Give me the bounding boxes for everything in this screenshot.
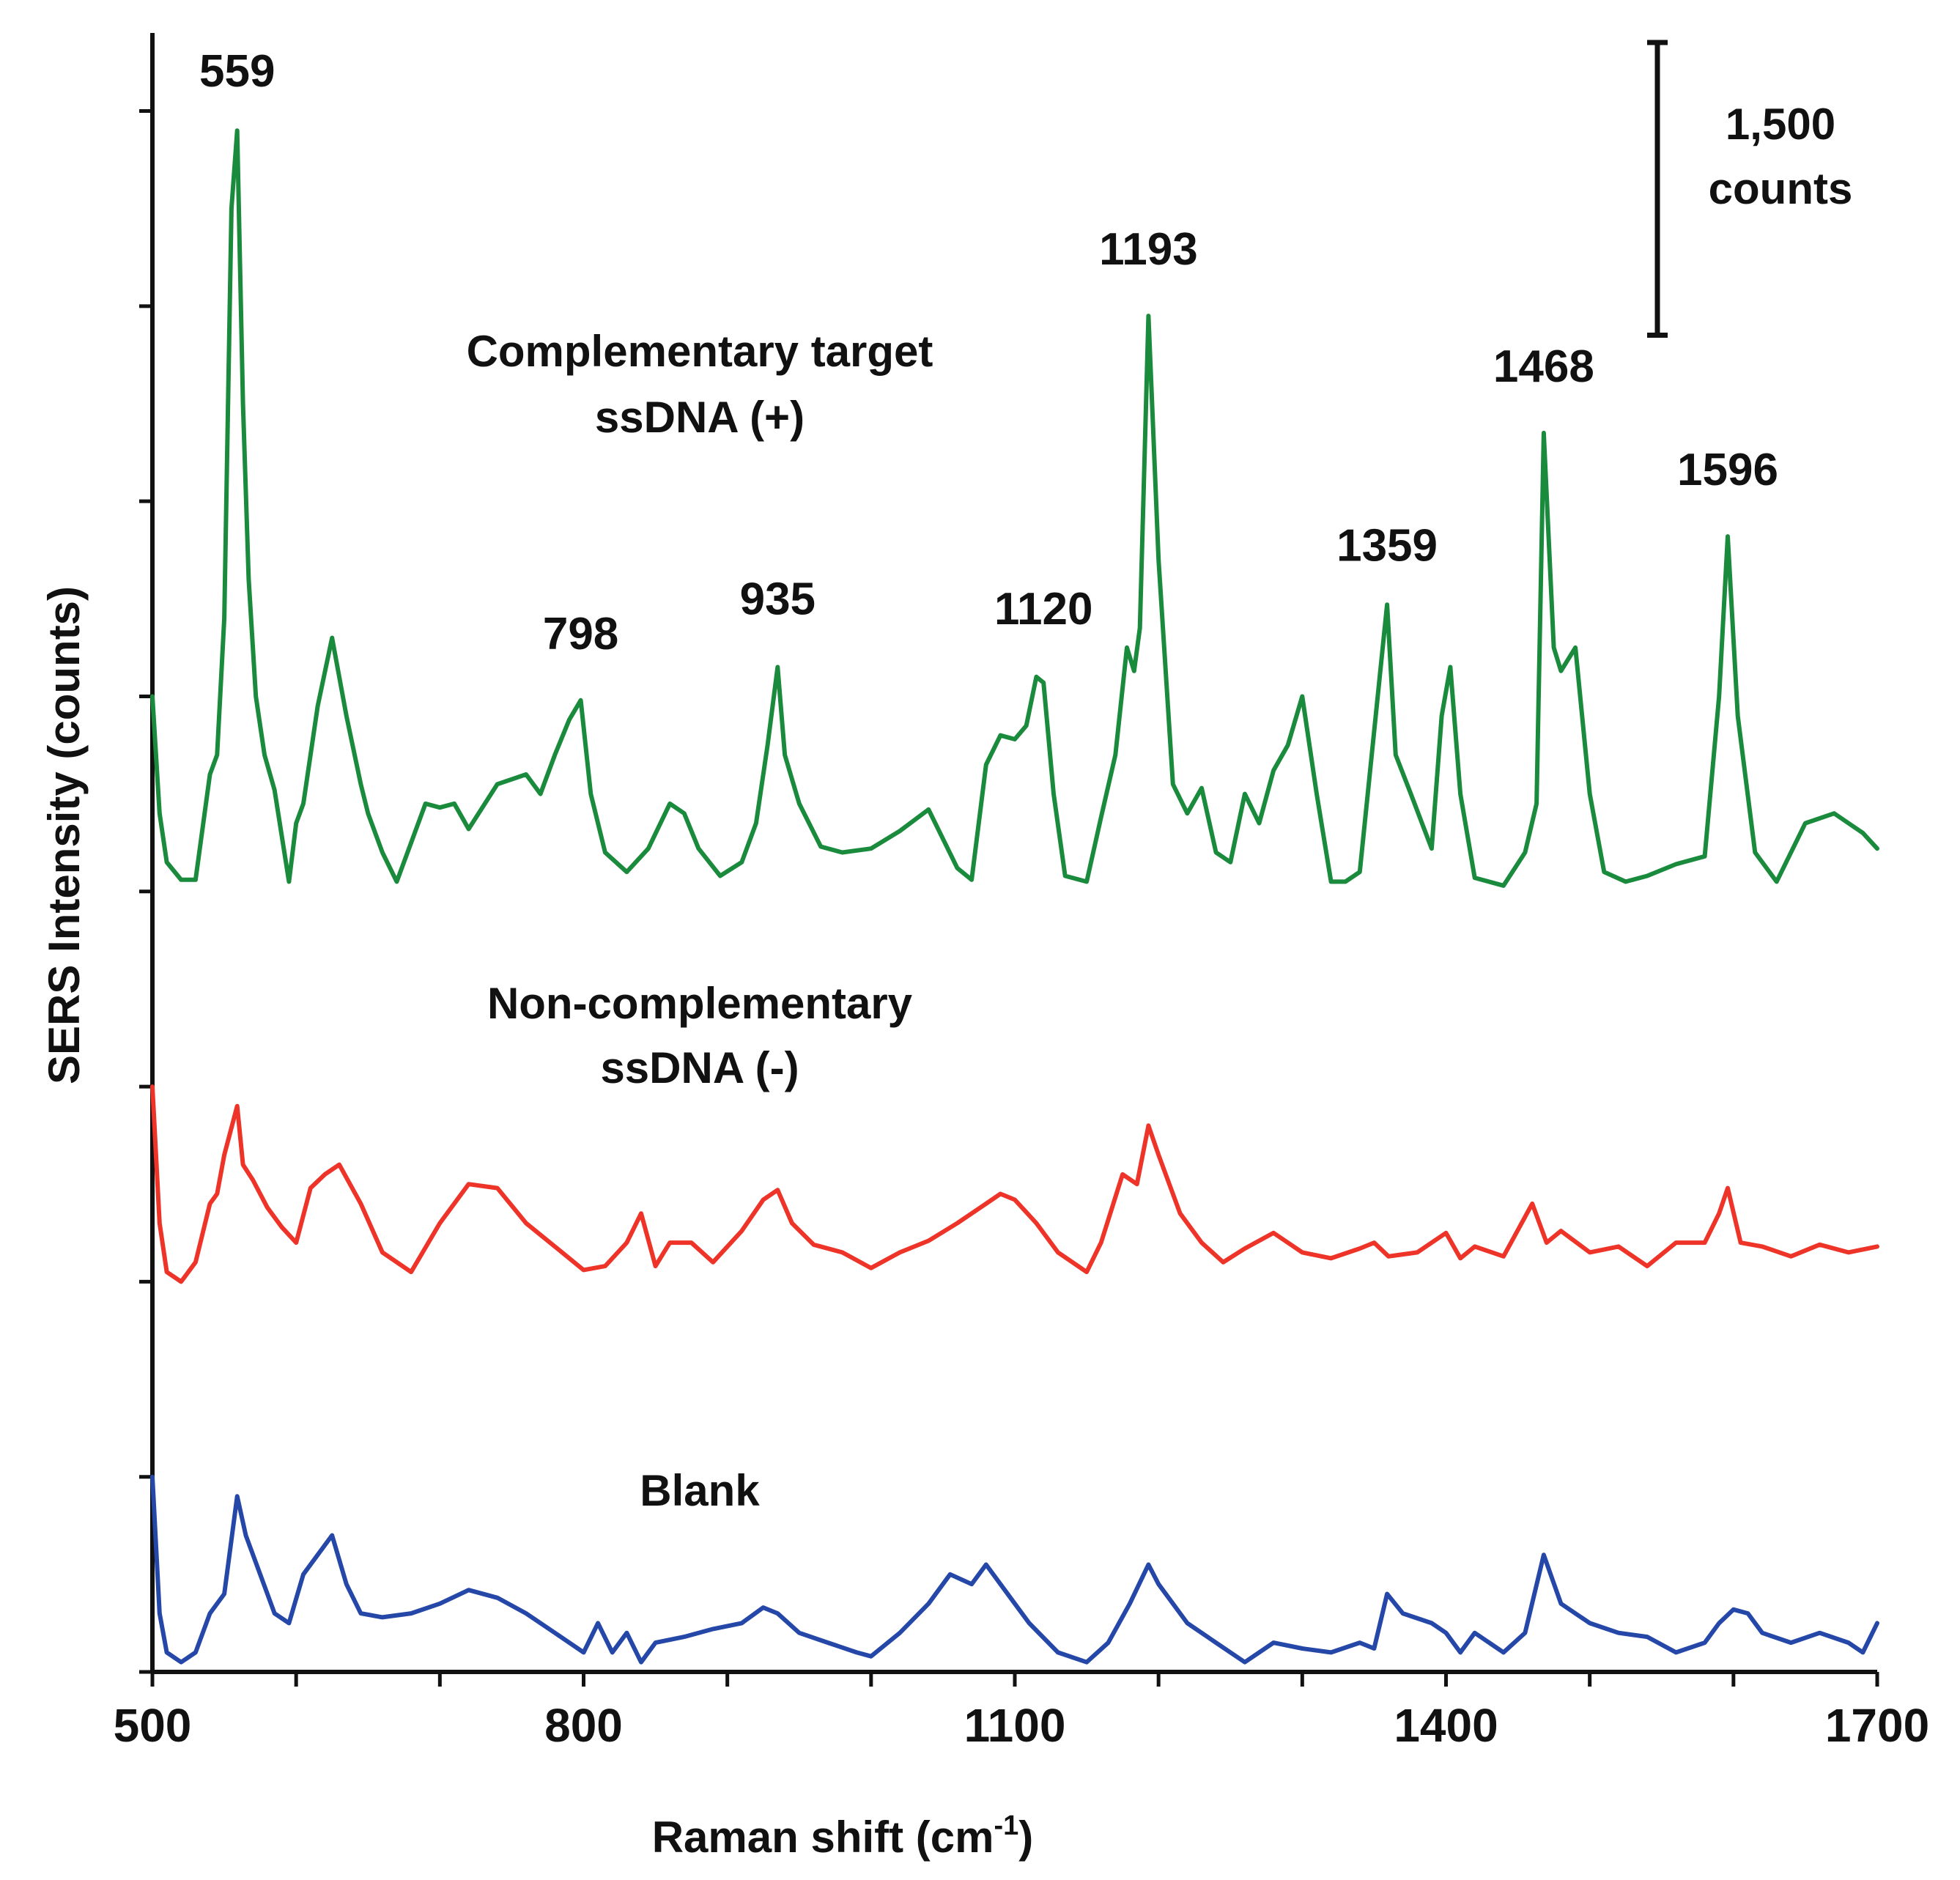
peak-label-1359: 1359 (1336, 520, 1438, 571)
peak-label-1193: 1193 (1099, 224, 1198, 275)
peak-label-1468: 1468 (1493, 341, 1594, 392)
series-line-0 (150, 128, 1879, 888)
peak-label-798: 798 (543, 609, 618, 659)
trace-label-1-line2: ssDNA (-) (600, 1043, 799, 1092)
scale-bar-unit: counts (1709, 164, 1853, 213)
peak-label-1120: 1120 (994, 584, 1093, 634)
x-tick-label: 1100 (964, 1699, 1066, 1752)
x-tick-label: 1400 (1394, 1699, 1498, 1752)
series-line-1 (150, 1084, 1879, 1284)
x-tick-label: 1700 (1825, 1699, 1929, 1752)
labels-group: Complementary target ssDNA (+) Non-complem… (199, 46, 1778, 1515)
trace-label-0-line2: ssDNA (+) (595, 393, 805, 442)
scale-bar-value: 1,500 (1726, 100, 1835, 149)
peak-label-559: 559 (199, 46, 275, 97)
trace-label-0-line1: Complementary target (467, 327, 933, 376)
x-tick-label: 800 (544, 1699, 623, 1752)
axes: 500 800 1100 1400 1700 (114, 33, 1929, 1752)
x-axis-title-superscript: -1 (994, 1810, 1018, 1841)
peak-label-1596: 1596 (1677, 445, 1778, 495)
x-tick-label: 500 (114, 1699, 192, 1752)
y-axis-title: SERS Intensity (counts) (40, 586, 89, 1084)
peak-label-935: 935 (740, 574, 816, 625)
trace-label-2-line1: Blank (640, 1466, 760, 1515)
series-group (150, 128, 1879, 1665)
series-line-2 (150, 1474, 1879, 1665)
x-axis-title-suffix: ) (1018, 1813, 1033, 1862)
x-axis-title-text: Raman shift (cm (652, 1813, 994, 1862)
scale-bar: 1,500 counts (1647, 40, 1853, 338)
trace-label-1-line1: Non-complementary (487, 979, 913, 1028)
x-axis-title: Raman shift (cm-1) (652, 1810, 1034, 1862)
